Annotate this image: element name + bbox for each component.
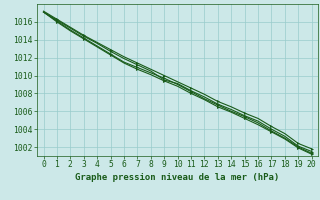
X-axis label: Graphe pression niveau de la mer (hPa): Graphe pression niveau de la mer (hPa) (76, 173, 280, 182)
